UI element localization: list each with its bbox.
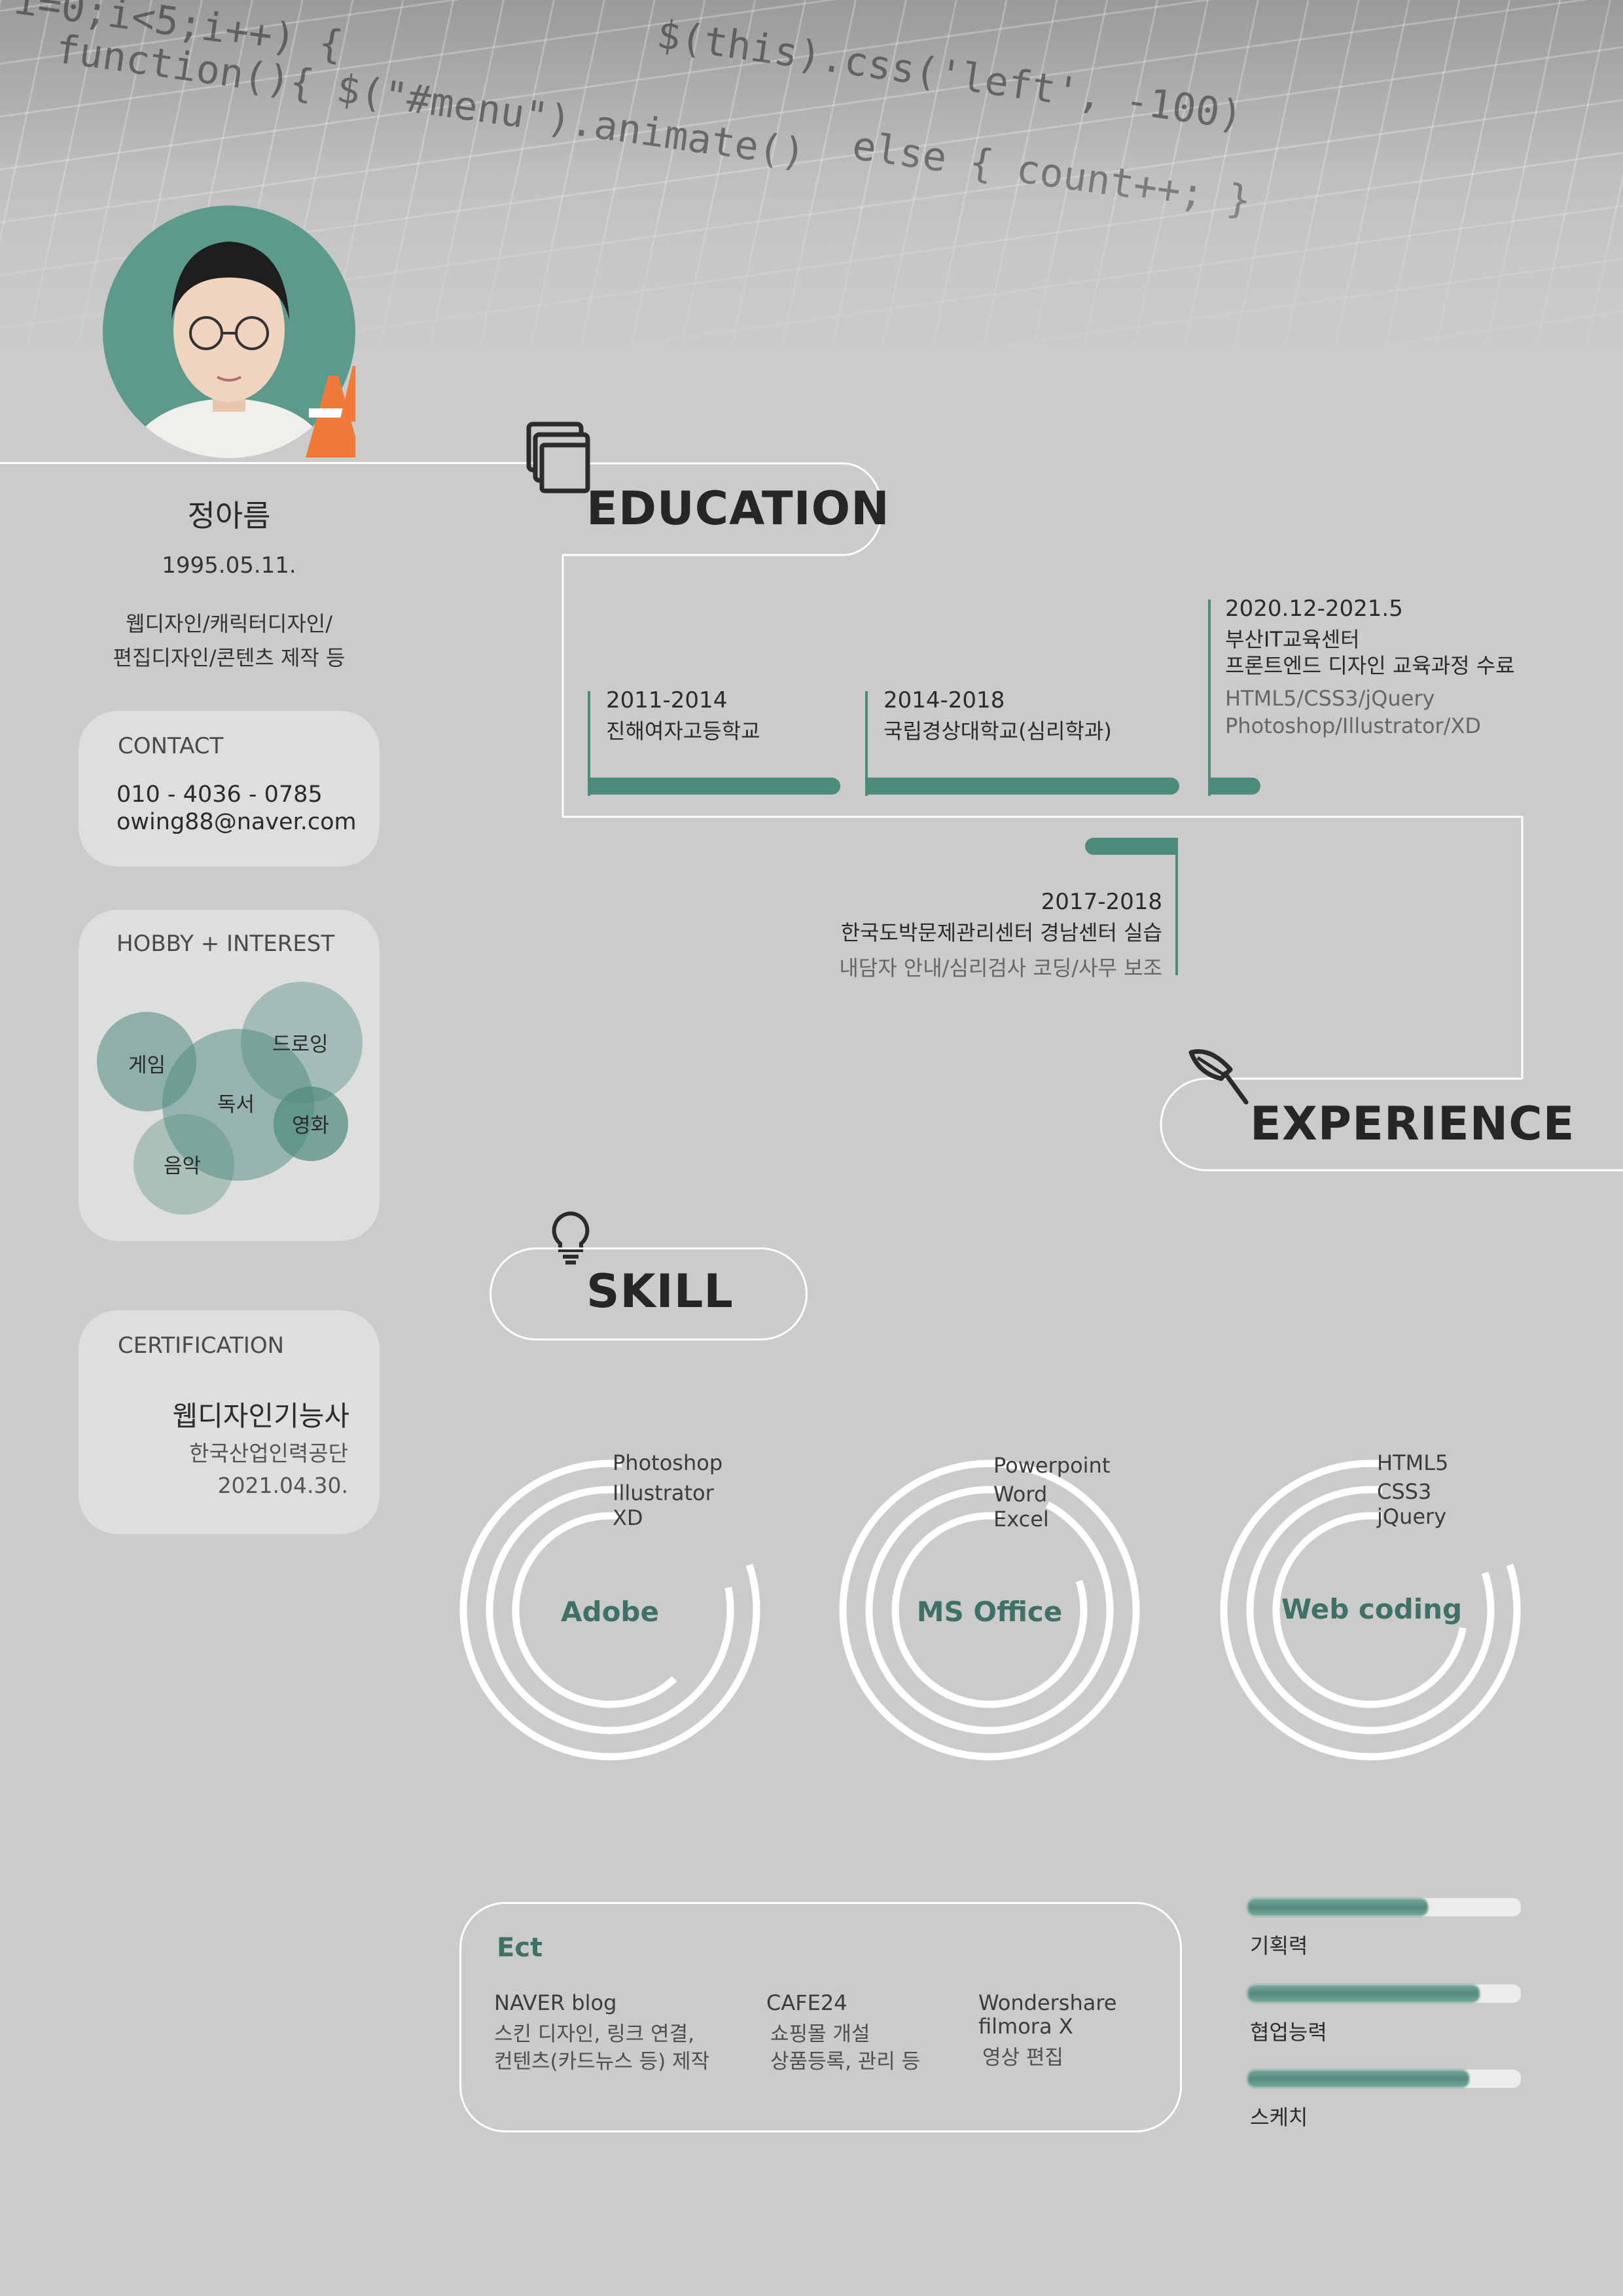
profile-name: 정아름 [187,498,271,533]
edu-date: 2020.12-2021.5 [1225,596,1403,622]
skill-group-title: Web coding [1281,1593,1463,1625]
skill-group-title: MS Office [916,1596,1063,1628]
hobby-box: HOBBY + INTEREST 게임 드로잉 독서 영화 음악 [79,910,380,1241]
skill-item: Illustrator [613,1480,714,1505]
hobby-title: HOBBY + INTEREST [116,931,335,957]
skill-ring-arc [1246,1486,1495,1734]
ability-label: 기획력 [1250,1933,1308,1958]
edu-name: 국립경상대학교(심리학과) [883,719,1112,744]
avatar [103,206,371,458]
ect-item-head: filmora X [978,2014,1073,2039]
skill-title: SKILL [586,1265,734,1318]
ability-bar [1247,1898,1521,1916]
edu-name: 진해여자고등학교 [606,719,760,744]
certification-issuer: 한국산업인력공단 [189,1441,348,1466]
certification-title: CERTIFICATION [118,1333,285,1359]
skill-ring-arc [865,1486,1114,1734]
ect-item-line: 컨텐츠(카드뉴스 등) 제작 [494,2050,710,2073]
profile-roles-line2: 편집디자인/콘텐츠 제작 등 [113,645,346,670]
edu-name: 프론트엔드 디자인 교육과정 수료 [1225,653,1515,678]
skill-item: Photoshop [613,1450,723,1475]
bubble-movie [274,1086,348,1161]
exp-sub: 내담자 안내/심리검사 코딩/사무 보조 [839,956,1162,980]
hobby-item: 음악 [164,1155,202,1178]
ect-item-line: 영상 편집 [982,2046,1063,2070]
edu-bar [1208,778,1260,795]
certification-box: CERTIFICATION 웹디자인기능사 한국산업인력공단 2021.04.3… [79,1310,380,1534]
education-title: EDUCATION [586,482,890,535]
books-icon [526,422,592,496]
profile-birth: 1995.05.11. [162,552,296,579]
profile-roles-line1: 웹디자인/캐릭터디자인/ [126,611,332,636]
contact-email[interactable]: owing88@naver.com [116,809,357,835]
skill-ring-arc [839,1460,1140,1761]
skill-rings [459,1460,1521,1761]
skill-item: Word [993,1482,1048,1507]
ability-label: 스케치 [1250,2105,1308,2130]
contact-phone: 010 - 4036 - 0785 [116,781,323,808]
bulb-icon [547,1210,594,1268]
exp-date: 2017-2018 [1041,889,1162,915]
ect-item-line: 쇼핑몰 개설 [770,2022,870,2046]
skill-pill [490,1247,808,1340]
skill-item: HTML5 [1377,1450,1449,1475]
skill-ring-arc [512,1512,677,1708]
ect-item-head: Wondershare [978,1990,1117,2015]
skill-item: CSS3 [1377,1479,1432,1504]
hobby-item: 영화 [292,1114,330,1138]
divider-line [0,462,550,464]
hobby-item: 드로잉 [272,1033,329,1056]
ect-item-line: 스킨 디자인, 링크 연결, [494,2022,694,2046]
edu-name: 부산IT교육센터 [1225,627,1360,652]
exp-name: 한국도박문제관리센터 경남센터 실습 [840,920,1162,945]
skill-item: XD [613,1505,643,1530]
skill-ring-arc [891,1512,1088,1708]
ect-title: Ect [497,1933,543,1963]
edu-sub: HTML5/CSS3/jQuery [1225,686,1435,711]
ect-item-head: NAVER blog [494,1990,617,2015]
skill-ring-arc [459,1460,760,1761]
certification-date: 2021.04.30. [217,1473,348,1498]
exp-bar [1085,838,1178,855]
ect-item-head: CAFE24 [766,1990,847,2015]
ect-item-line: 상품등록, 관리 등 [770,2050,921,2073]
bubble-music [134,1114,234,1215]
contact-box: CONTACT 010 - 4036 - 0785 owing88@naver.… [79,711,380,867]
ect-box: Ect NAVER blog 스킨 디자인, 링크 연결, 컨텐츠(카드뉴스 등… [459,1902,1182,2132]
skill-item: Powerpoint [993,1453,1111,1478]
skill-item: Excel [993,1507,1049,1532]
edu-bar [865,778,1179,795]
skill-ring-arc [486,1486,734,1734]
edu-sub: Photoshop/Illustrator/XD [1225,713,1482,738]
contact-title: CONTACT [118,733,224,759]
edu-bar [588,778,840,795]
skill-item: jQuery [1377,1504,1447,1529]
edu-date: 2014-2018 [883,687,1005,713]
hobby-item: 독서 [217,1093,255,1117]
experience-title: EXPERIENCE [1250,1097,1575,1151]
feather-icon [1185,1045,1250,1113]
ability-bar [1247,1984,1521,2003]
skill-ring-arc [1272,1512,1467,1708]
skill-ring-arc [1220,1460,1521,1761]
edu-date: 2011-2014 [606,687,728,713]
hobby-item: 게임 [128,1054,166,1077]
ability-label: 협업능력 [1250,2020,1327,2045]
certification-name: 웹디자인기능사 [172,1400,349,1432]
skill-group-title: Adobe [561,1596,659,1628]
ability-bar [1247,2070,1521,2088]
